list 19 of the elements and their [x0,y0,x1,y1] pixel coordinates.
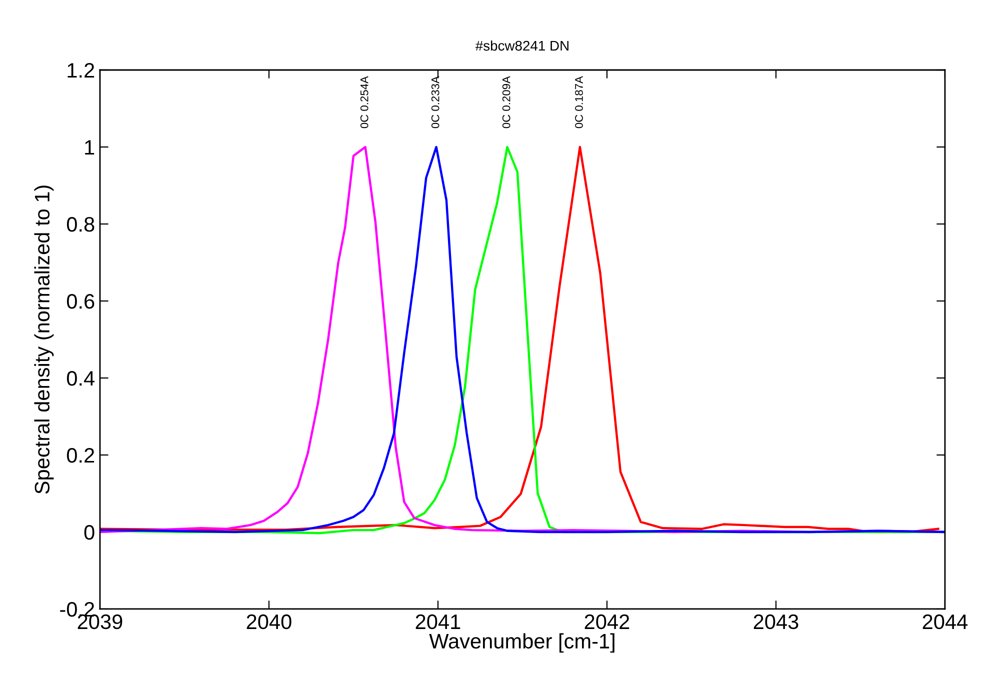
y-tick-label: 1 [85,140,94,155]
annotation: 0C 0.209A [502,76,510,128]
x-tick-label: 2042 [584,614,630,630]
y-tick-label: 0.6 [66,294,94,309]
x-tick-label: 2040 [246,614,292,630]
annotation: 0C 0.233A [431,76,440,128]
y-axis-title: Spectral density (normalized to 1) [34,186,54,494]
annotation: 0C 0.187A [575,76,583,128]
chart-title: #sbcw8241 DN [475,40,568,51]
y-tick-label: 0.8 [66,216,94,232]
y-tick-label: 1.2 [68,63,94,78]
y-tick-label: 0 [84,524,94,540]
annotation: 0C 0.254A [360,76,368,128]
y-tick-label: 0.4 [66,370,95,386]
x-tick-label: 2043 [754,614,798,630]
x-tick-label: 2041 [416,614,460,630]
x-tick-label: 2044 [922,614,968,630]
x-axis-title: Wavenumber [cm-1] [429,633,614,653]
y-tick-label: 0.2 [66,448,94,463]
